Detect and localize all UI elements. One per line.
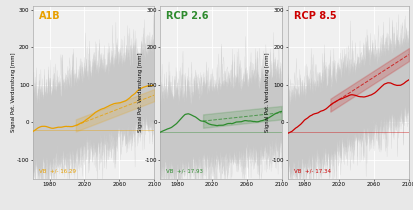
Text: VB  +/- 17.34: VB +/- 17.34 <box>294 168 331 173</box>
Text: VB  +/- 17.93: VB +/- 17.93 <box>166 168 203 173</box>
Text: RCP 2.6: RCP 2.6 <box>166 12 209 21</box>
Y-axis label: Signal Pot. Verdunstung [mm]: Signal Pot. Verdunstung [mm] <box>11 52 16 132</box>
Text: A1B: A1B <box>39 12 61 21</box>
Y-axis label: Signal Pot. Verdunstung [mm]: Signal Pot. Verdunstung [mm] <box>265 52 270 132</box>
Text: RCP 8.5: RCP 8.5 <box>294 12 336 21</box>
Text: VB  +/- 16.29: VB +/- 16.29 <box>39 168 76 173</box>
Y-axis label: Signal Pot. Verdunstung [mm]: Signal Pot. Verdunstung [mm] <box>138 52 143 132</box>
